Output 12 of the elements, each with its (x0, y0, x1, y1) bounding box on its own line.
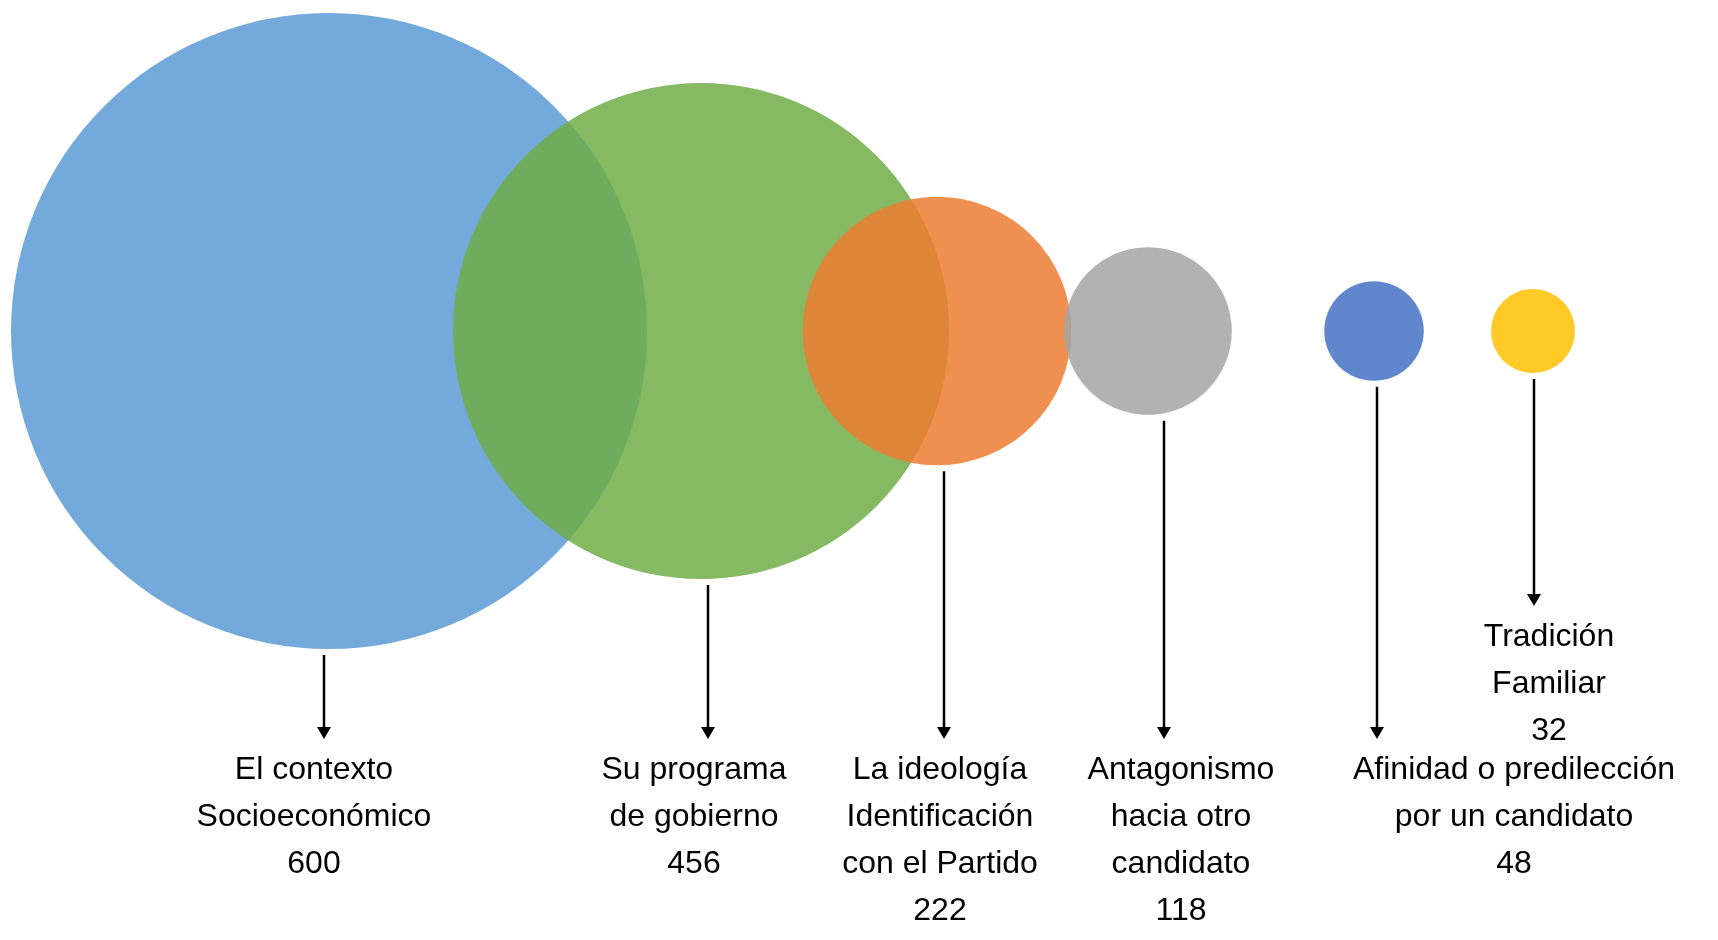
data-label: 222 (913, 891, 967, 927)
category-label: Su programa de gobierno (601, 750, 787, 833)
data-label: 118 (1155, 891, 1207, 927)
data-label: 32 (1531, 711, 1567, 747)
data-label: 48 (1496, 844, 1532, 880)
category-label: Tradición Familiar (1483, 617, 1615, 700)
category-label: Afinidad o predilección por un candidato (1353, 750, 1675, 833)
category-label: Antagonismo hacia otro candidato (1087, 750, 1275, 880)
data-label: 600 (287, 844, 341, 880)
category-label: El contexto Socioeconómico (196, 750, 432, 833)
data-label: 456 (667, 844, 721, 880)
category-label: La ideología Identificación con el Partido (842, 750, 1038, 880)
